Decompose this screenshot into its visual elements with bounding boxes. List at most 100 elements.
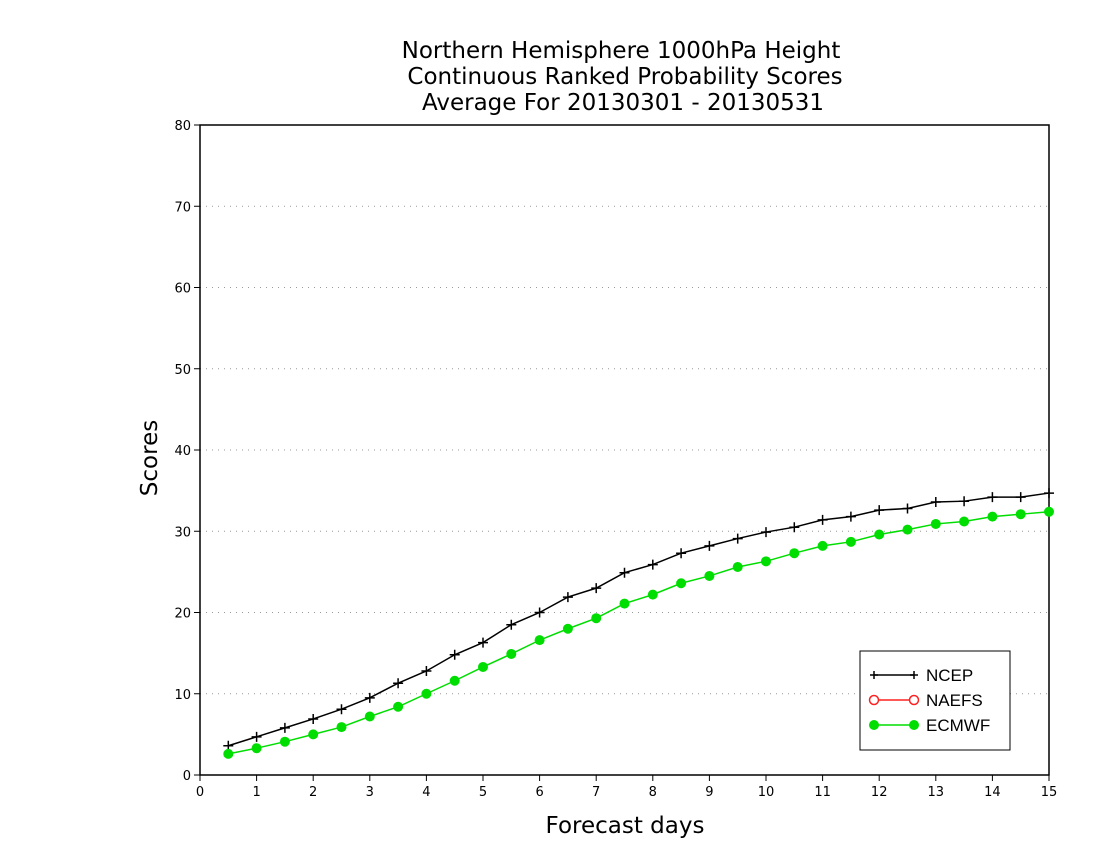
data-point-ncep: [732, 533, 743, 544]
legend-entry-ncep: NCEP: [870, 666, 973, 685]
legend-ncep-label: NCEP: [926, 666, 973, 685]
data-point-ecmwf: [478, 661, 488, 672]
legend-naefs-label: NAEFS: [926, 691, 983, 710]
data-point-ecmwf: [223, 748, 234, 759]
data-point-ecmwf: [506, 648, 517, 659]
data-point-ecmwf: [279, 736, 290, 747]
data-point-ncep: [534, 607, 545, 618]
data-point-ecmwf: [845, 536, 856, 547]
data-point-ecmwf: [761, 556, 771, 567]
data-point-ncep: [704, 540, 715, 551]
x-tick-label: 5: [479, 785, 487, 800]
data-point-ecmwf: [676, 578, 687, 589]
data-point-ecmwf: [874, 529, 885, 540]
series-layer: [223, 488, 1054, 759]
axis-ticks: [194, 124, 1050, 781]
data-point-ncep: [478, 637, 488, 648]
data-point-ecmwf: [308, 729, 319, 740]
data-point-ncep: [1015, 492, 1026, 503]
data-point-ncep: [336, 704, 347, 715]
legend: NCEP NAEFS ECMWF: [859, 650, 1011, 751]
data-point-ncep: [393, 678, 404, 689]
data-point-ncep: [845, 511, 856, 522]
y-tick-label: 70: [174, 200, 191, 215]
data-point-ncep: [308, 713, 319, 724]
data-point-ecmwf: [421, 688, 432, 699]
data-point-ecmwf: [336, 722, 347, 733]
data-point-ecmwf: [591, 613, 602, 624]
data-point-ecmwf: [251, 743, 262, 754]
y-tick-label: 50: [174, 363, 191, 378]
x-tick-label: 3: [366, 785, 374, 800]
data-point-ncep: [761, 527, 771, 538]
data-point-ncep: [619, 567, 630, 578]
legend-ecmwf-label: ECMWF: [926, 716, 990, 735]
y-tick-labels: 0 10 20 30 40 50 60 70 80: [174, 119, 191, 784]
grid-lines: [200, 205, 1049, 695]
legend-naefs-open-circle-icon: [908, 694, 920, 706]
data-point-ncep: [251, 731, 262, 742]
x-tick-label: 4: [422, 785, 430, 800]
data-point-ecmwf: [930, 518, 941, 529]
x-tick-label: 15: [1041, 785, 1058, 800]
data-point-ncep: [902, 503, 913, 514]
y-tick-label: 80: [174, 119, 191, 134]
y-tick-label: 30: [174, 525, 191, 540]
data-point-ncep: [449, 649, 460, 660]
data-point-ncep: [506, 619, 517, 630]
data-point-ecmwf: [987, 511, 998, 522]
data-point-ecmwf: [1015, 509, 1026, 520]
x-tick-label: 11: [814, 785, 831, 800]
x-tick-label: 10: [758, 785, 775, 800]
data-point-ecmwf: [562, 623, 573, 634]
y-axis-label: Scores: [137, 420, 163, 496]
data-point-ncep: [562, 592, 573, 603]
data-point-ncep: [647, 559, 658, 570]
data-point-ecmwf: [704, 570, 715, 581]
x-tick-label: 2: [309, 785, 317, 800]
legend-entry-ecmwf: ECMWF: [869, 716, 990, 735]
series-line-ncep: [228, 492, 1050, 747]
series-ecmwf: [223, 506, 1054, 759]
x-tick-label: 0: [196, 785, 204, 800]
y-tick-label: 0: [183, 769, 191, 784]
legend-ncep-plus-marker-icon: [870, 671, 918, 679]
data-point-ncep: [1044, 488, 1054, 499]
data-point-ecmwf: [534, 635, 545, 646]
x-axis-label: Forecast days: [546, 813, 705, 839]
series-ncep: [223, 488, 1054, 751]
data-point-ncep: [789, 522, 800, 533]
legend-ecmwf-filled-circle-icon: [909, 720, 919, 730]
data-point-ncep: [959, 496, 970, 507]
data-point-ecmwf: [817, 540, 828, 551]
x-tick-label: 8: [649, 785, 657, 800]
x-tick-label: 14: [984, 785, 1001, 800]
chart-title-line-1: Northern Hemisphere 1000hPa Height: [402, 38, 841, 64]
x-tick-label: 1: [252, 785, 260, 800]
x-tick-label: 6: [535, 785, 543, 800]
data-point-ecmwf: [364, 711, 375, 722]
chart-title-line-3: Average For 20130301 - 20130531: [422, 90, 824, 116]
data-point-ecmwf: [647, 589, 658, 600]
data-point-ncep: [987, 492, 998, 503]
x-tick-label: 9: [705, 785, 713, 800]
x-tick-label: 7: [592, 785, 600, 800]
data-point-ncep: [591, 583, 602, 594]
data-point-ecmwf: [619, 598, 630, 609]
chart-title: Northern Hemisphere 1000hPa Height Conti…: [402, 38, 843, 116]
legend-ecmwf-filled-circle-icon: [869, 720, 879, 730]
data-point-ecmwf: [902, 524, 913, 535]
data-point-ncep: [676, 548, 687, 559]
data-point-ecmwf: [449, 675, 460, 686]
y-tick-label: 10: [174, 688, 191, 703]
data-point-ecmwf: [1044, 506, 1054, 517]
x-tick-label: 13: [928, 785, 945, 800]
data-point-ncep: [421, 666, 432, 676]
y-tick-label: 60: [174, 282, 191, 297]
data-point-ncep: [364, 692, 375, 703]
x-tick-label: 12: [871, 785, 888, 800]
data-point-ncep: [279, 722, 290, 733]
x-tick-labels: 0 1 2 3 4 5 6 7 8 9 10 11 12 13 14 15: [196, 785, 1057, 800]
data-point-ecmwf: [732, 562, 743, 572]
